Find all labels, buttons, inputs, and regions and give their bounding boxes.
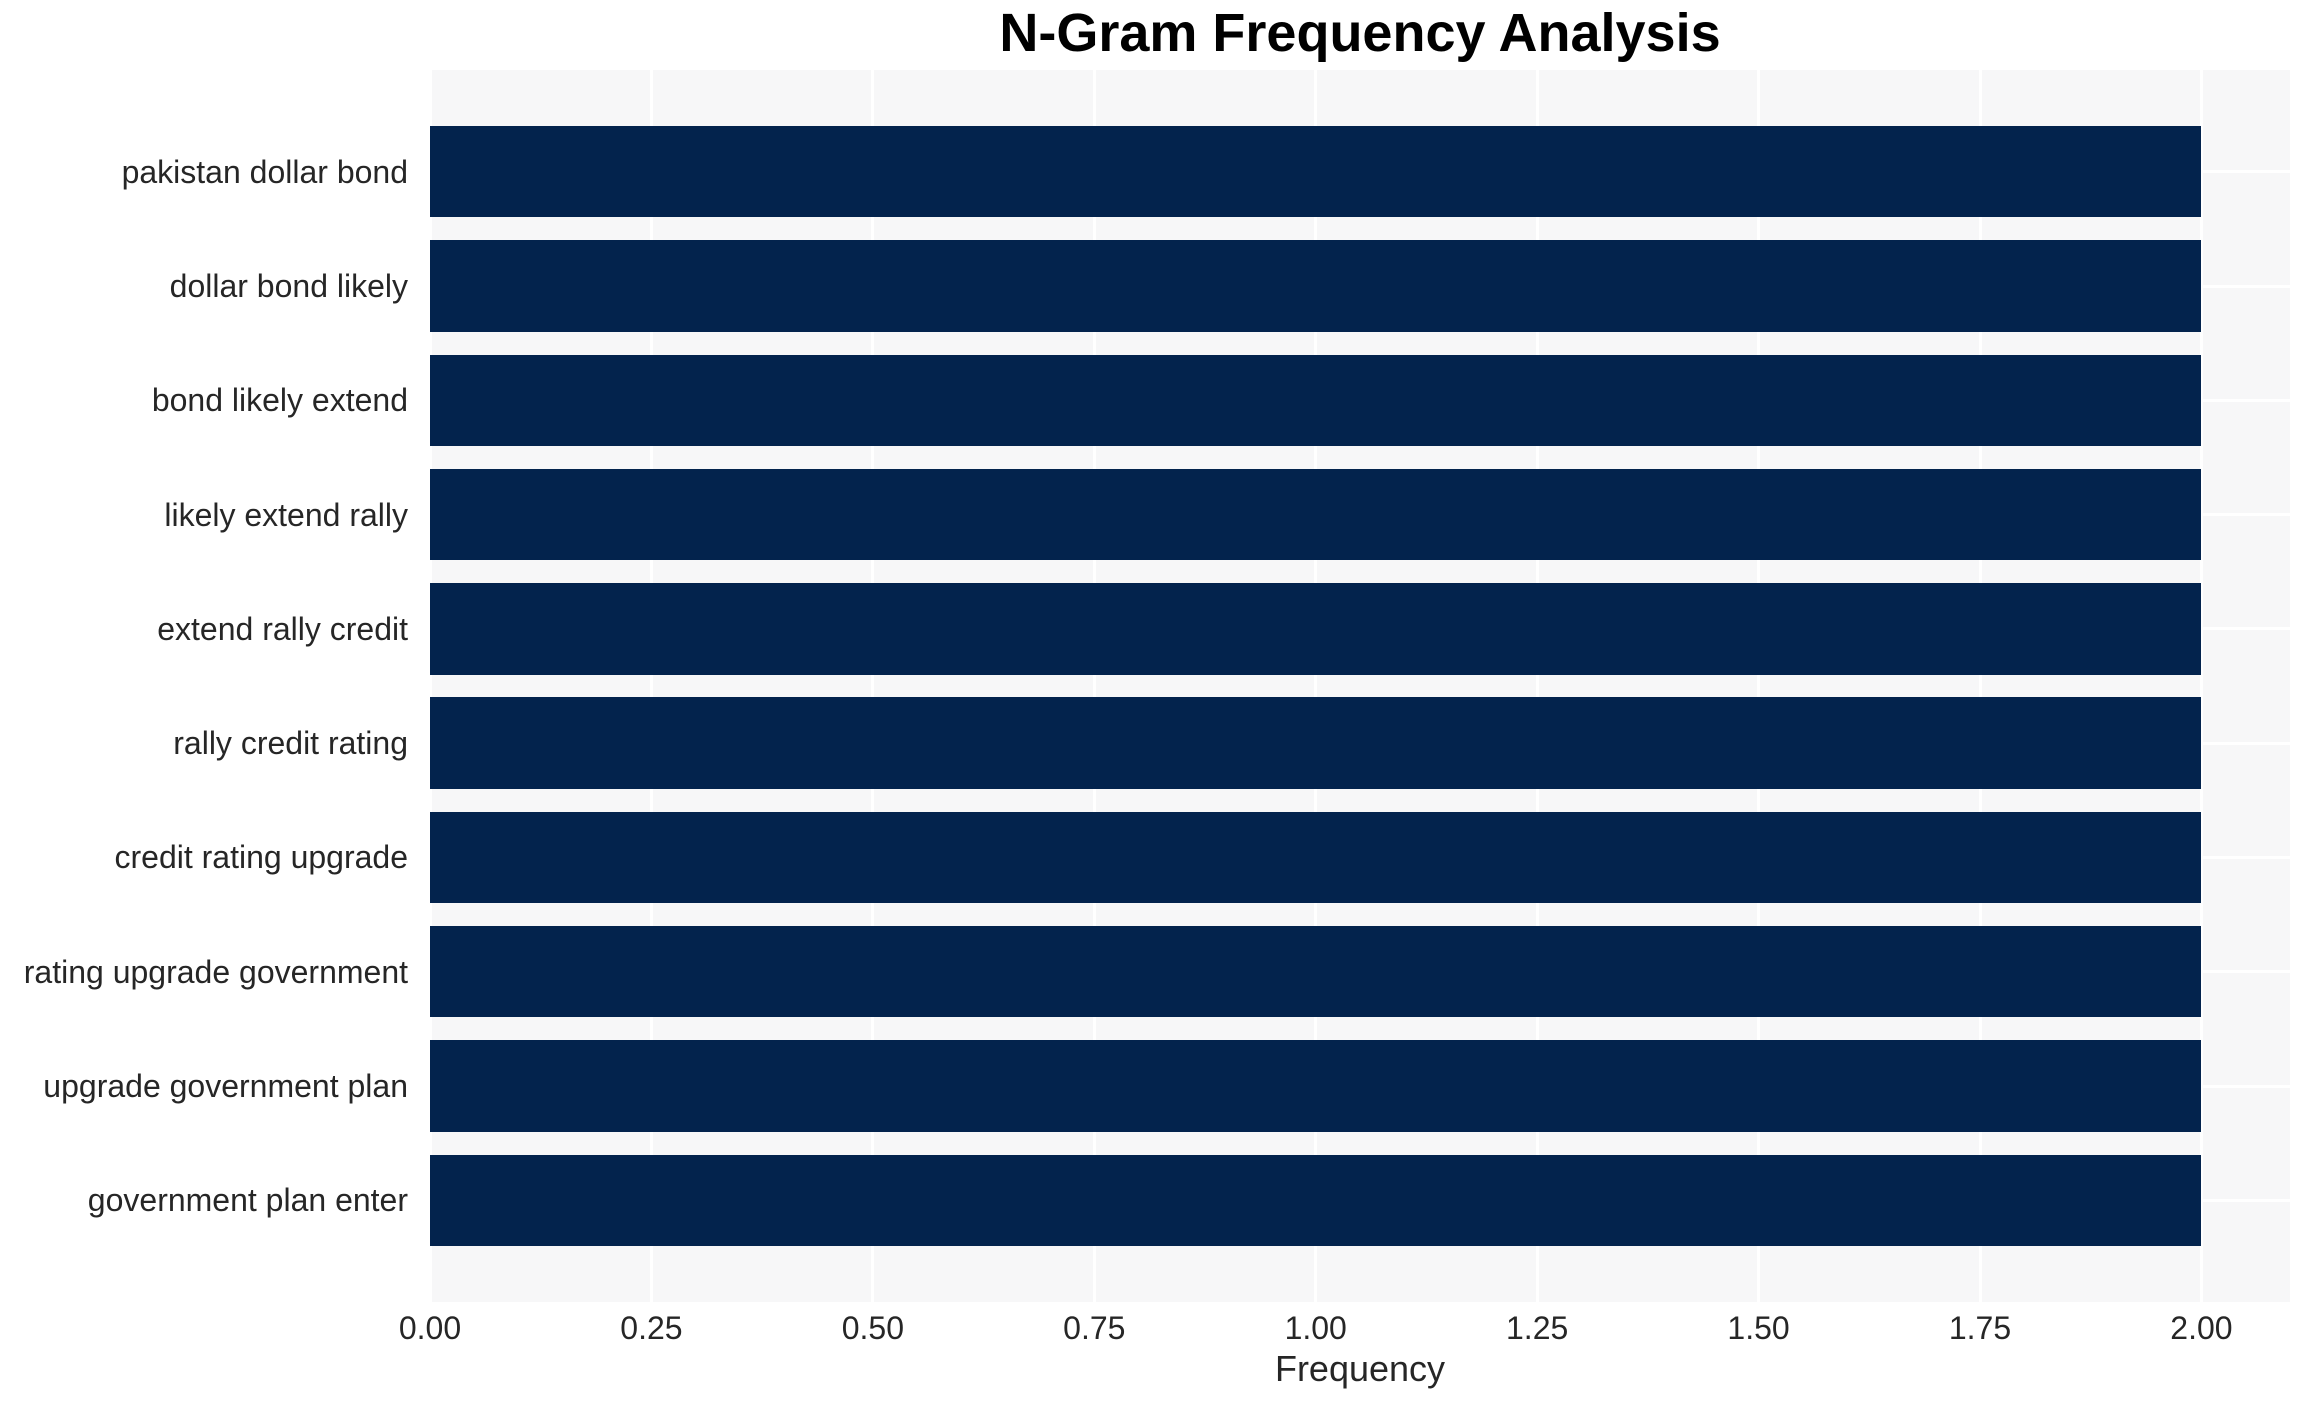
y-tick-label: likely extend rally [164,496,408,533]
vertical-gridline [428,70,432,1302]
bar [430,697,2202,789]
vertical-gridline [1978,70,1982,1302]
y-tick-label: government plan enter [87,1182,408,1219]
bar [430,926,2202,1018]
y-tick-label: credit rating upgrade [114,839,408,876]
y-tick-label: extend rally credit [157,610,408,647]
vertical-gridline [1314,70,1318,1302]
vertical-gridline [1535,70,1539,1302]
x-tick-label: 0.00 [398,1310,462,1346]
y-tick-label: rating upgrade government [23,953,408,990]
x-tick-label: 0.50 [841,1310,904,1346]
x-tick-label: 0.25 [620,1310,683,1346]
y-tick-label: dollar bond likely [169,268,408,304]
x-axis-ticks: 0.00 0.25 0.50 0.75 1.00 1.25 1.50 1.75 2.00 [399,1310,2290,1350]
vertical-gridline [871,70,875,1302]
x-tick-label: 1.50 [1727,1310,1790,1346]
x-tick-label: 2.00 [2170,1310,2233,1346]
x-axis-label: Frequency [1274,1348,1446,1389]
vertical-gridline [649,70,653,1302]
bar [430,583,2202,675]
y-tick-label: pakistan dollar bond [121,153,408,190]
chart-title: N-Gram Frequency Analysis [999,3,1721,63]
vertical-gridline [1092,70,1096,1302]
bar [430,354,2202,446]
bar [430,1154,2202,1246]
x-tick-label: 1.75 [1948,1310,2012,1346]
x-tick-label: 1.25 [1506,1310,1569,1346]
x-tick-label: 1.00 [1284,1310,1347,1346]
y-tick-label: rally credit rating [173,725,408,762]
y-tick-label: upgrade government plan [43,1068,408,1104]
y-axis-labels: pakistan dollar bond dollar bond likely bo… [0,70,418,1302]
vertical-gridline [2199,70,2203,1302]
bar [430,811,2202,904]
bar [430,240,2202,332]
y-tick-label: bond likely extend [151,382,408,419]
plot-area [428,70,2290,1302]
bar [430,1040,2202,1132]
bar [430,126,2202,218]
bar [430,468,2202,561]
x-tick-label: 0.75 [1063,1310,1126,1346]
vertical-gridline [1757,70,1761,1302]
